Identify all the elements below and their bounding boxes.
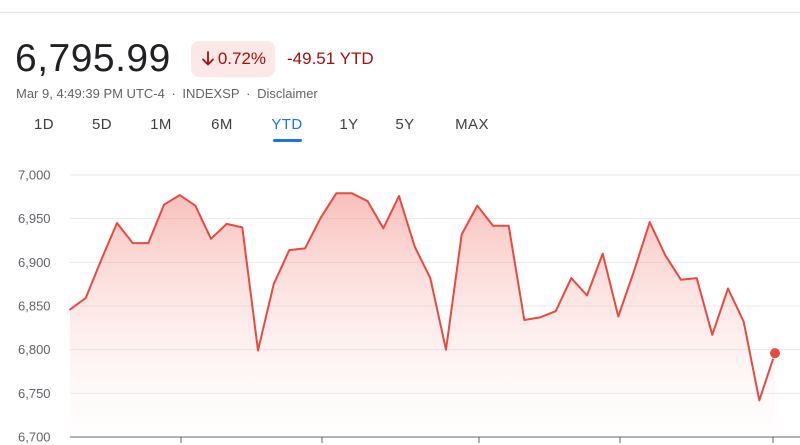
arrow-down-icon (201, 51, 214, 66)
exchange-label: INDEXSP (182, 86, 240, 101)
y-tick-label: 7,000 (18, 168, 51, 183)
last-price-marker (769, 347, 781, 360)
y-tick-label: 6,750 (18, 386, 51, 401)
tab-6m[interactable]: 6M (211, 116, 233, 133)
active-tab-indicator (273, 139, 302, 142)
current-price: 6,795.99 (15, 37, 171, 80)
time-range-tabs: 1D 5D 1M 6M YTD 1Y 5Y MAX (0, 116, 520, 146)
timestamp: Mar 9, 4:49:39 PM UTC-4 (16, 86, 165, 101)
y-tick-label: 6,900 (18, 255, 51, 270)
disclaimer-link[interactable]: Disclaimer (257, 86, 318, 101)
area-fill (70, 193, 775, 437)
chart-price-line (69, 192, 776, 402)
tab-5y[interactable]: 5Y (395, 116, 415, 133)
tab-1m[interactable]: 1M (150, 116, 172, 133)
tab-5d[interactable]: 5D (92, 116, 112, 133)
price-chart[interactable]: 7,000 6,950 6,900 6,850 6,800 6,750 6,700 (0, 160, 800, 445)
meta-separator: · (171, 86, 176, 101)
price-row: 6,795.99 0.72% -49.51 YTD (15, 38, 374, 80)
y-tick-label: 6,850 (18, 299, 51, 314)
absolute-change: -49.51 YTD (287, 49, 374, 68)
meta-separator: · (246, 86, 251, 101)
percent-change: 0.72% (217, 49, 267, 68)
tab-max[interactable]: MAX (455, 116, 489, 133)
percent-change-badge: 0.72% (190, 41, 276, 77)
y-tick-label: 6,700 (18, 430, 51, 445)
price-line (69, 192, 776, 402)
top-divider (0, 12, 800, 13)
quote-meta: Mar 9, 4:49:39 PM UTC-4 · INDEXSP · Disc… (16, 86, 318, 101)
chart-area-fill (70, 193, 775, 437)
chart-points (769, 347, 781, 360)
y-tick-label: 6,950 (18, 211, 51, 226)
y-tick-label: 6,800 (18, 342, 51, 357)
tab-1d[interactable]: 1D (34, 116, 54, 133)
tab-1y[interactable]: 1Y (339, 116, 359, 133)
tab-ytd[interactable]: YTD (271, 116, 303, 133)
chart-x-axis (180, 437, 774, 443)
chart-y-axis-labels: 7,000 6,950 6,900 6,850 6,800 6,750 6,700 (18, 168, 51, 445)
